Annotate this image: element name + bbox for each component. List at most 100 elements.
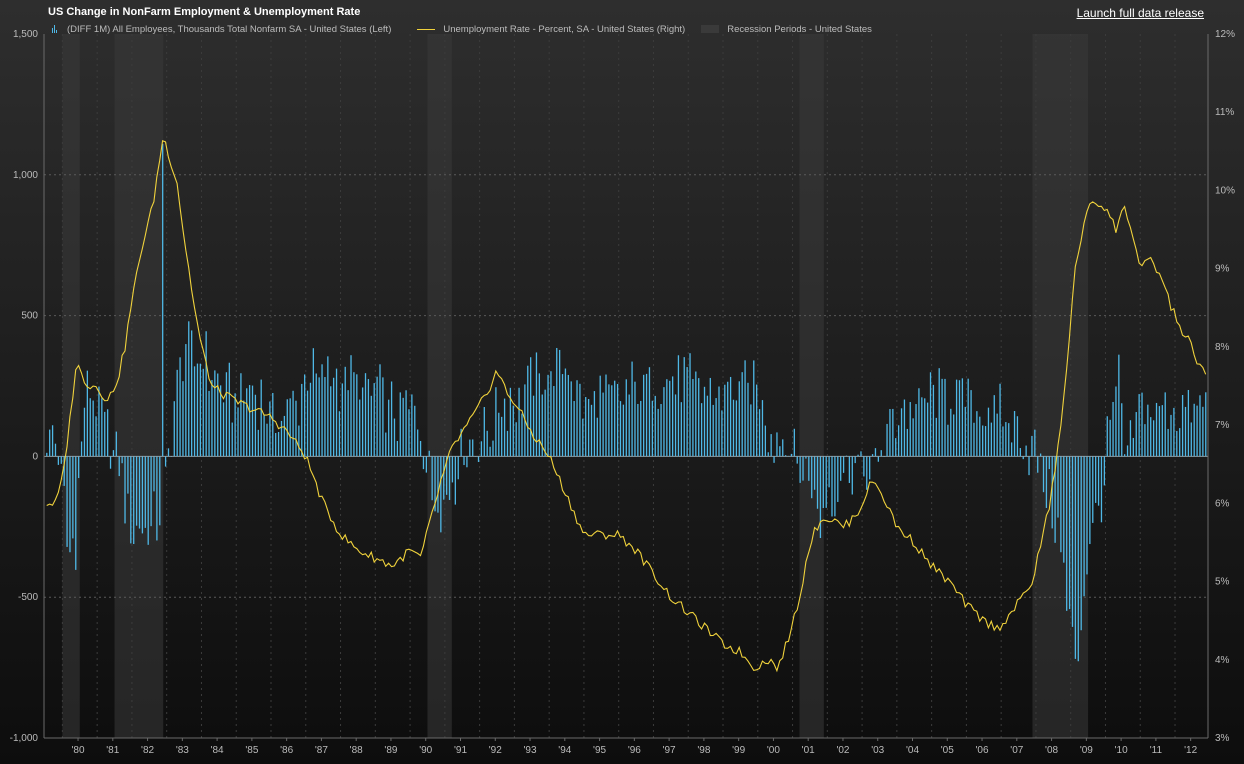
x-tick-label: '09 [1080, 745, 1093, 756]
employment-bar [353, 372, 355, 457]
employment-bar [347, 390, 349, 457]
employment-bar [298, 425, 300, 457]
employment-bar [1086, 456, 1088, 575]
employment-bar [605, 374, 607, 457]
legend-label-employment: (DIFF 1M) All Employees, Thousands Total… [67, 23, 392, 35]
employment-bar [729, 376, 732, 457]
employment-bar [428, 450, 430, 457]
employment-bar [318, 377, 320, 457]
employment-bar [1138, 394, 1140, 457]
employment-bar [854, 456, 856, 464]
employment-bar [845, 455, 848, 457]
x-tick-label: '95 [593, 745, 606, 756]
employment-bar [1002, 426, 1004, 457]
employment-bar [808, 456, 810, 481]
employment-bar [463, 456, 465, 466]
x-tick-label: '99 [732, 745, 745, 756]
employment-bar [732, 399, 735, 457]
employment-bar [135, 456, 138, 526]
employment-bar [474, 456, 477, 457]
employment-bar [761, 400, 764, 457]
launch-full-data-release-link[interactable]: Launch full data release [1076, 6, 1204, 20]
employment-bar [492, 440, 494, 457]
employment-bar [700, 403, 703, 457]
employment-bar [738, 381, 740, 457]
employment-bar [640, 400, 642, 457]
employment-bar [776, 432, 778, 457]
employment-bar [1129, 420, 1132, 457]
x-tick-label: '90 [419, 745, 432, 756]
legend-item-employment[interactable]: (DIFF 1M) All Employees, Thousands Total… [52, 24, 391, 35]
legend-item-unemployment[interactable]: Unemployment Rate - Percent, SA - United… [413, 24, 685, 35]
employment-bar [1031, 435, 1033, 457]
employment-bar [573, 401, 575, 457]
employment-bar [315, 373, 317, 457]
x-tick-label: '01 [802, 745, 815, 756]
employment-bar [625, 379, 627, 457]
employment-bar [445, 456, 448, 495]
employment-bar [246, 388, 248, 457]
employment-bar [747, 382, 749, 457]
employment-bar [489, 446, 491, 457]
employment-bar [950, 408, 952, 457]
employment-bar [924, 398, 926, 457]
employment-bar [955, 379, 958, 457]
employment-bar [141, 456, 144, 534]
employment-bar [222, 402, 225, 457]
employment-bar [779, 446, 781, 457]
employment-bar [579, 383, 581, 457]
employment-bar [561, 374, 564, 457]
employment-bar [724, 384, 726, 457]
x-tick-label: '10 [1115, 745, 1128, 756]
employment-bar [695, 371, 697, 457]
employment-bar [660, 404, 662, 457]
legend-line-swatch [417, 28, 436, 30]
employment-bar [1071, 456, 1074, 627]
employment-bar [451, 456, 454, 483]
employment-bar [115, 431, 117, 457]
employment-bar [422, 456, 425, 470]
employment-bar [1205, 392, 1207, 457]
employment-bar [973, 422, 975, 457]
employment-bar [179, 357, 181, 457]
employment-bar [295, 400, 297, 457]
employment-bar [138, 456, 141, 529]
employment-bar [805, 456, 807, 459]
employment-bar [1097, 456, 1100, 506]
employment-bar [1068, 456, 1071, 610]
employment-bar [857, 454, 859, 457]
employment-bar [86, 370, 89, 457]
x-tick-label: '83 [176, 745, 189, 756]
employment-bar [741, 372, 743, 457]
left-tick-label: 1,500 [13, 29, 38, 40]
employment-bar [608, 384, 610, 457]
employment-bar [1126, 445, 1129, 457]
x-tick-label: '02 [836, 745, 849, 756]
employment-bar [486, 430, 488, 457]
employment-bar [49, 429, 51, 457]
legend-item-recession[interactable]: Recession Periods - United States [701, 24, 872, 35]
x-tick-label: '05 [941, 745, 954, 756]
employment-bar [811, 456, 813, 499]
employment-bar [1123, 454, 1126, 457]
employment-bar [706, 395, 709, 457]
unemployment-line [46, 140, 1207, 673]
recession-band-2 [114, 34, 164, 738]
employment-bar [359, 399, 361, 457]
employment-bar [683, 357, 685, 457]
employment-bar [109, 456, 112, 469]
employment-bar [162, 143, 164, 457]
legend-bar-swatch [52, 25, 57, 33]
employment-bar [361, 387, 364, 457]
employment-bar [787, 455, 790, 457]
employment-bar [327, 356, 329, 457]
employment-bar [133, 456, 135, 544]
employment-bar [895, 438, 897, 457]
chart-legend: (DIFF 1M) All Employees, Thousands Total… [52, 23, 894, 35]
employment-bar [935, 417, 937, 457]
employment-bar [767, 452, 769, 457]
employment-bar [1100, 456, 1103, 523]
employment-bar [976, 411, 978, 457]
chart-title: US Change in NonFarm Employment & Unempl… [48, 6, 361, 18]
x-tick-label: '07 [1010, 745, 1023, 756]
